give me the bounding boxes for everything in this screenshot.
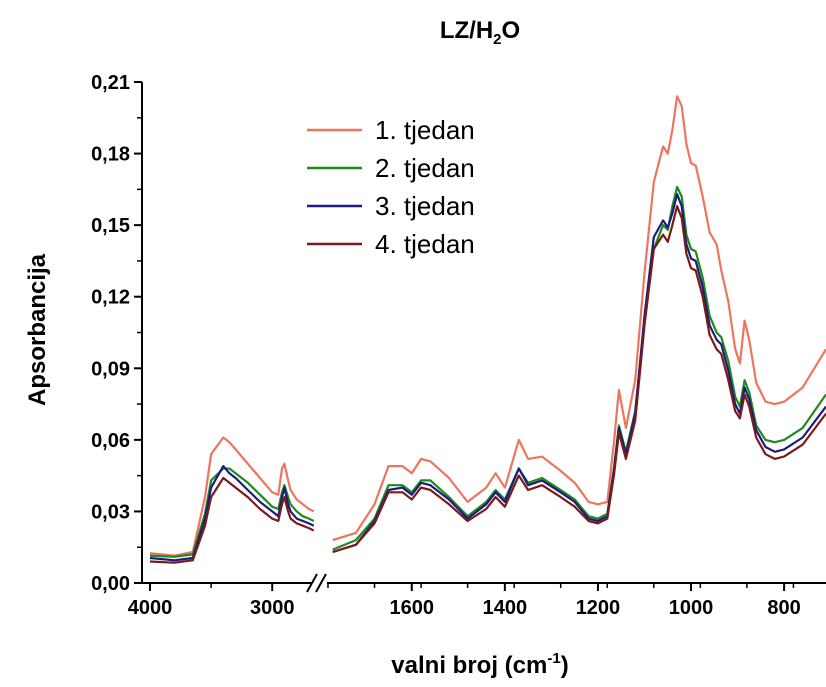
y-tick-label: 0,03 [91,501,130,523]
y-tick-label: 0,00 [91,573,130,595]
y-tick-label: 0,15 [91,215,130,237]
axes [141,82,826,593]
x-tick-label: 3000 [250,597,295,619]
y-tick-label: 0,21 [91,72,130,94]
x-ticks: 4000 3000 1600 1400 1200 1000 800 [128,583,801,619]
plot-lines [149,95,826,564]
series-line-3-seg1 [149,465,315,562]
legend-label-4: 4. tjedan [375,229,475,259]
x-tick-label: 4000 [128,597,173,619]
legend-label-3: 3. tjedan [375,191,475,221]
y-tick-label: 0,06 [91,430,130,452]
axis-break-mark-1 [306,573,318,593]
y-tick-label: 0,18 [91,144,130,166]
chart-title: LZ/H2O [440,17,520,48]
x-tick-label: 800 [767,597,800,619]
axis-break-mark-2 [315,573,327,593]
y-tick-label: 0,09 [91,358,130,380]
x-tick-label: 1000 [669,597,714,619]
legend: 1. tjedan 2. tjedan 3. tjedan 4. tjedan [307,115,475,259]
x-axis-label: valni broj (cm-1) [391,650,568,679]
series-line-1-seg2 [332,95,826,542]
series-line-4-seg1 [149,476,315,564]
x-tick-label: 1200 [576,597,621,619]
series-line-4-seg2 [332,205,826,554]
y-ticks: 0,00 0,03 0,06 0,09 0,12 0,15 0,18 0,21 [91,72,142,595]
legend-label-1: 1. tjedan [375,115,475,145]
y-axis-label: Apsorbancija [24,253,51,406]
x-tick-label: 1400 [483,597,528,619]
y-tick-label: 0,12 [91,287,130,309]
legend-label-2: 2. tjedan [375,153,475,183]
x-tick-label: 1600 [390,597,435,619]
series-line-1-seg1 [149,436,315,557]
